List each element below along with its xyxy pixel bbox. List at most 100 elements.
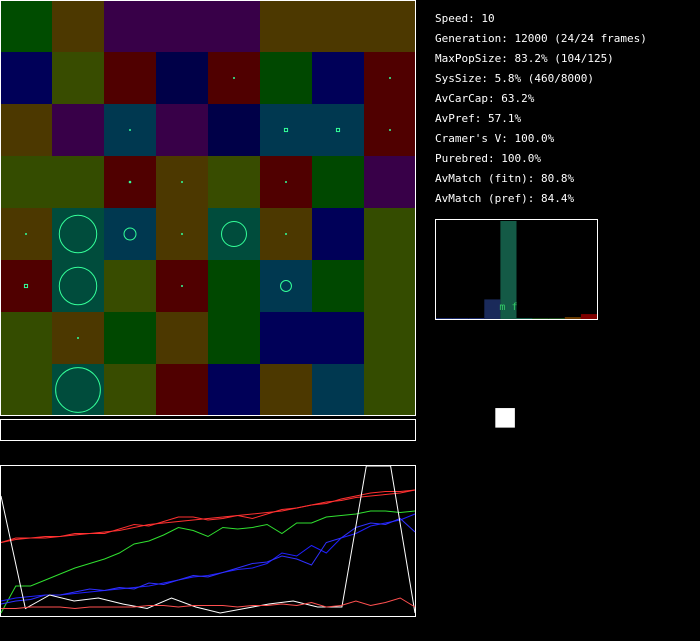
grid-cell [0,104,53,157]
agent-marker [181,285,183,287]
histogram-bar [452,318,469,319]
grid-cell [208,104,261,157]
stat-cramers-v: Cramer's V: 100.0% [435,132,555,145]
stats-panel: Speed: 10 Generation: 12000 (24/24 frames… [435,9,647,209]
agent-marker [221,221,247,247]
plot-series-line [0,513,416,602]
grid-cell [156,104,209,157]
grid-cell [260,0,313,53]
grid-cell [208,364,261,416]
grid-cell [364,364,416,416]
stat-avmatch-pref: AvMatch (pref): 84.4% [435,192,575,205]
separator-bar [0,419,416,441]
grid-cell [260,260,313,313]
grid-border [0,0,416,416]
grid-cell [156,0,209,53]
agent-marker [389,77,391,79]
grid-cell [208,312,261,365]
color-box-background [435,339,598,500]
grid-cell [364,312,416,365]
plot-series-line [1,597,416,610]
stat-generation: Generation: 12000 (24/24 frames) [435,32,647,45]
stat-avmatch-fitn: AvMatch (fitn): 80.8% [435,172,575,185]
agent-marker [283,127,289,133]
grid-cell [364,260,416,313]
grid-cell [0,52,53,105]
grid-cell [52,260,105,313]
grid-cell [260,104,313,157]
histogram-bar [564,317,581,319]
agent-marker [285,233,287,235]
grid-cell [52,364,105,416]
plot-frame [0,465,416,617]
agent-marker [58,214,98,254]
grid-cell [312,260,365,313]
grid-cell [260,52,313,105]
stat-speed: Speed: 10 [435,12,495,25]
grid-cell [312,0,365,53]
grid-cell [260,312,313,365]
color-space-box [435,339,598,500]
plot-series-line [0,517,416,605]
agent-marker [181,181,183,183]
grid-cell [208,156,261,209]
grid-cell [312,364,365,416]
agent-marker [285,181,287,183]
grid-cell [364,0,416,53]
preference-histogram: m f [435,219,598,320]
histogram-bar [436,318,453,319]
histogram-labels: m f [499,302,517,313]
color-marker [495,408,515,428]
grid-cell [156,364,209,416]
plot-series-line [0,465,416,614]
agent-marker [23,283,29,289]
agent-marker [58,266,98,306]
histogram-bar [548,318,565,319]
grid-cell [312,208,365,261]
agent-marker [128,180,132,184]
agent-marker [335,127,341,133]
grid-cell [156,52,209,105]
grid-cell [364,208,416,261]
grid-cell [312,312,365,365]
grid-cell [0,364,53,416]
agent-marker [181,233,183,235]
grid-cell [52,0,105,53]
stat-maxpopsize: MaxPopSize: 83.2% (104/125) [435,52,614,65]
world-grid [0,0,416,416]
grid-cell [52,156,105,209]
grid-cell [0,260,53,313]
plot-series-line [0,489,416,543]
agent-marker [129,129,131,131]
grid-cell [104,208,157,261]
stat-purebred: Purebred: 100.0% [435,152,541,165]
grid-cell [104,364,157,416]
grid-cell [104,52,157,105]
agent-marker [55,367,101,413]
grid-cell [52,208,105,261]
grid-cell [156,312,209,365]
agent-marker [123,227,137,241]
histogram-bar [468,318,485,319]
stat-syssize: SysSize: 5.8% (460/8000) [435,72,594,85]
grid-cell [208,260,261,313]
histogram-bar [484,299,501,319]
agent-marker [25,233,27,235]
grid-cell [52,104,105,157]
grid-cell [312,156,365,209]
grid-cell [260,364,313,416]
histogram-bar [532,318,549,319]
histogram-bar [500,221,517,319]
grid-cell [104,0,157,53]
grid-cell [104,312,157,365]
agent-marker [77,337,79,339]
grid-cell [312,104,365,157]
grid-cell [312,52,365,105]
grid-cell [104,260,157,313]
history-plot [0,465,416,617]
stat-avcarcap: AvCarCap: 63.2% [435,92,535,105]
grid-cell [52,52,105,105]
stat-avpref: AvPref: 57.1% [435,112,522,125]
grid-cell [0,0,53,53]
grid-cell [208,208,261,261]
